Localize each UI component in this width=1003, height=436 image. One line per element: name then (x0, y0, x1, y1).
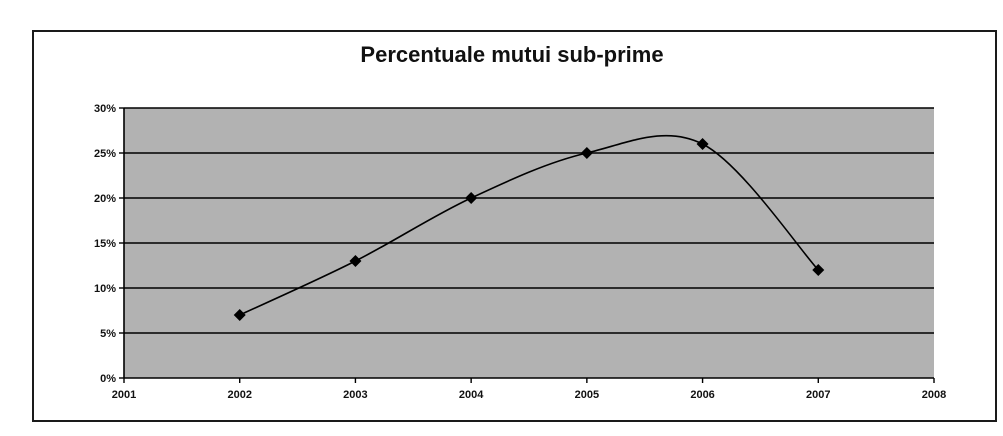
y-axis-tick-labels: 0% 5% 10% 15% 20% 25% 30% (94, 103, 116, 385)
y-tick-label: 0% (100, 373, 116, 385)
x-tick-label: 2006 (690, 389, 714, 401)
line-chart: Percentuale mutui sub-prime 0% 5% 10% 15% 20… (94, 42, 946, 401)
x-axis-tick-labels: 2001 2002 2003 2004 2005 2006 2007 2008 (112, 389, 946, 401)
data-point-marker (580, 147, 593, 159)
chart-frame: Percentuale mutui sub-prime 0% 5% 10% 15% 20… (32, 30, 997, 422)
chart-title: Percentuale mutui sub-prime (360, 42, 663, 67)
data-markers (233, 138, 825, 321)
data-point-marker (812, 264, 825, 276)
data-point-marker (696, 138, 709, 150)
y-tick-label: 20% (94, 193, 116, 205)
data-point-marker (349, 255, 362, 267)
x-tick-label: 2008 (922, 389, 946, 401)
y-tick-label: 15% (94, 238, 116, 250)
y-tick-label: 25% (94, 148, 116, 160)
x-tick-label: 2002 (227, 389, 251, 401)
x-tick-label: 2004 (459, 389, 484, 401)
data-point-marker (465, 192, 478, 204)
y-tick-label: 30% (94, 103, 116, 115)
axes (119, 107, 935, 383)
data-point-marker (233, 309, 246, 321)
series-line-layer (239, 134, 819, 316)
y-tick-label: 10% (94, 283, 116, 295)
x-tick-label: 2007 (806, 389, 830, 401)
gridlines (124, 107, 934, 334)
y-tick-label: 5% (100, 328, 116, 340)
x-tick-label: 2001 (112, 389, 136, 401)
x-tick-label: 2003 (343, 389, 367, 401)
x-tick-label: 2005 (575, 389, 599, 401)
series-line (239, 134, 819, 316)
